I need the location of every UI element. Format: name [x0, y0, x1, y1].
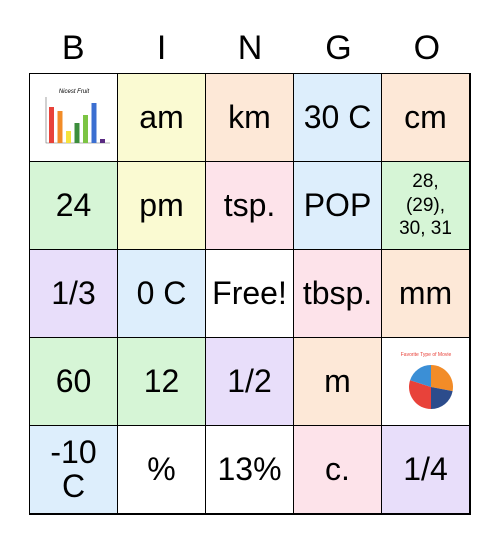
- cell-label: pm: [139, 186, 184, 223]
- cell-label: POP: [303, 186, 372, 223]
- pie-chart-image: Favorite Type of Movie: [400, 352, 453, 409]
- bingo-card-grid: Nicest Fruit am km 30 C cm 24 pm tsp. POP 28, (29…: [29, 73, 471, 515]
- bingo-cell[interactable]: pm: [117, 161, 206, 250]
- cell-label: 24: [55, 186, 92, 223]
- bingo-cell[interactable]: Nicest Fruit: [29, 73, 118, 162]
- bingo-cell[interactable]: m: [293, 337, 382, 426]
- bingo-cell[interactable]: 28, (29), 30, 31: [381, 161, 470, 250]
- bingo-cell[interactable]: tsp.: [205, 161, 294, 250]
- cell-label: -10 C: [50, 433, 97, 504]
- header-letter-g: G: [325, 29, 352, 67]
- bingo-cell[interactable]: cm: [381, 73, 470, 162]
- cell-label: 30 C: [303, 98, 372, 135]
- bingo-cell[interactable]: km: [205, 73, 294, 162]
- cell-label: 60: [55, 362, 92, 399]
- bingo-cell[interactable]: 12: [117, 337, 206, 426]
- cell-label: 28, (29), 30, 31: [399, 170, 452, 240]
- pie-chart-title: Favorite Type of Movie: [400, 352, 451, 358]
- bingo-cell[interactable]: tbsp.: [293, 249, 382, 338]
- bingo-header: B I N G O: [29, 22, 471, 74]
- bingo-cell[interactable]: c.: [293, 425, 382, 514]
- header-letter-i: I: [156, 29, 167, 67]
- free-space-label: Free!: [212, 274, 287, 311]
- bingo-cell[interactable]: Favorite Type of Movie: [381, 337, 470, 426]
- header-letter-o: O: [413, 29, 441, 67]
- bar-chart-bar: [91, 102, 96, 143]
- bingo-cell[interactable]: 24: [29, 161, 118, 250]
- bingo-cell[interactable]: %: [117, 425, 206, 514]
- cell-label: %: [147, 450, 176, 487]
- pie-chart-slice: [430, 364, 453, 391]
- bar-chart-bar: [74, 122, 79, 143]
- pie-chart-slice: [408, 379, 431, 409]
- bingo-cell[interactable]: 1/3: [29, 249, 118, 338]
- pie-chart-slice: [409, 364, 431, 387]
- bingo-cell[interactable]: POP: [293, 161, 382, 250]
- bingo-cell[interactable]: -10 C: [29, 425, 118, 514]
- cell-label: 12: [143, 362, 180, 399]
- bar-chart-bar: [99, 138, 105, 143]
- bar-chart-bar: [48, 106, 54, 143]
- bingo-cell[interactable]: mm: [381, 249, 470, 338]
- cell-label: 1/2: [227, 362, 272, 399]
- bingo-cell[interactable]: 1/2: [205, 337, 294, 426]
- bingo-cell[interactable]: 0 C: [117, 249, 206, 338]
- header-letter-b: B: [61, 29, 85, 67]
- cell-label: 0 C: [136, 274, 187, 311]
- cell-label: m: [324, 362, 351, 399]
- cell-label: cm: [404, 98, 447, 135]
- cell-label: 13%: [217, 450, 282, 487]
- cell-label: mm: [398, 274, 453, 311]
- bingo-cell[interactable]: 60: [29, 337, 118, 426]
- bingo-cell[interactable]: 13%: [205, 425, 294, 514]
- cell-label: tbsp.: [302, 274, 373, 311]
- bingo-cell[interactable]: 30 C: [293, 73, 382, 162]
- bingo-cell[interactable]: 1/4: [381, 425, 470, 514]
- bar-chart-axis: [45, 96, 110, 143]
- pie-chart-slice: [430, 386, 453, 409]
- free-space-cell[interactable]: Free!: [205, 249, 294, 338]
- cell-label: c.: [325, 450, 350, 487]
- cell-label: 1/3: [51, 274, 96, 311]
- bar-chart-bar: [82, 114, 88, 143]
- bar-chart-title: Nicest Fruit: [58, 89, 89, 95]
- cell-label: tsp.: [223, 186, 276, 223]
- bar-chart-image: Nicest Fruit: [45, 89, 110, 143]
- bar-chart-bar: [57, 110, 62, 143]
- header-letter-n: N: [237, 29, 263, 67]
- cell-label: am: [139, 98, 184, 135]
- cell-label: 1/4: [403, 450, 448, 487]
- cell-label: km: [228, 98, 271, 135]
- bingo-cell[interactable]: am: [117, 73, 206, 162]
- bar-chart-bar: [65, 130, 71, 143]
